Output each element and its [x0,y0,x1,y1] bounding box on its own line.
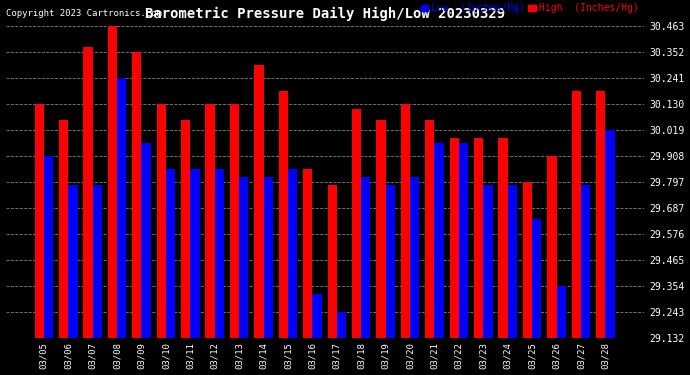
Bar [523,182,532,338]
Bar [59,120,68,338]
Bar [215,170,224,338]
Bar [508,185,517,338]
Bar [459,144,468,338]
Bar [605,130,615,338]
Bar [483,185,493,338]
Bar [83,47,92,338]
Bar [68,185,77,338]
Bar [450,138,459,338]
Bar [474,138,483,338]
Bar [425,120,435,338]
Bar [435,144,444,338]
Bar [108,26,117,338]
Bar [157,104,166,338]
Bar [572,91,581,338]
Bar [206,104,215,338]
Bar [498,138,508,338]
Bar [288,169,297,338]
Bar [557,286,566,338]
Bar [34,104,44,338]
Text: Copyright 2023 Cartronics.com: Copyright 2023 Cartronics.com [6,9,161,18]
Bar [352,110,362,338]
Bar [190,170,199,338]
Bar [141,144,151,338]
Bar [239,177,248,338]
Bar [401,104,410,338]
Bar [303,169,313,338]
Bar [166,170,175,338]
Bar [596,91,605,338]
Bar [230,104,239,338]
Bar [386,185,395,338]
Bar [264,177,273,338]
Bar [337,312,346,338]
Bar [376,120,386,338]
Title: Barometric Pressure Daily High/Low 20230329: Barometric Pressure Daily High/Low 20230… [144,7,504,21]
Bar [92,185,102,338]
Bar [362,177,371,338]
Legend: Low  (Inches/Hg), High  (Inches/Hg): Low (Inches/Hg), High (Inches/Hg) [421,3,639,13]
Bar [532,219,542,338]
Bar [44,156,53,338]
Bar [255,65,264,338]
Bar [581,185,590,338]
Bar [132,52,141,338]
Bar [117,78,126,338]
Bar [328,185,337,338]
Bar [313,294,322,338]
Bar [410,177,420,338]
Bar [181,120,190,338]
Bar [547,156,557,338]
Bar [279,91,288,338]
